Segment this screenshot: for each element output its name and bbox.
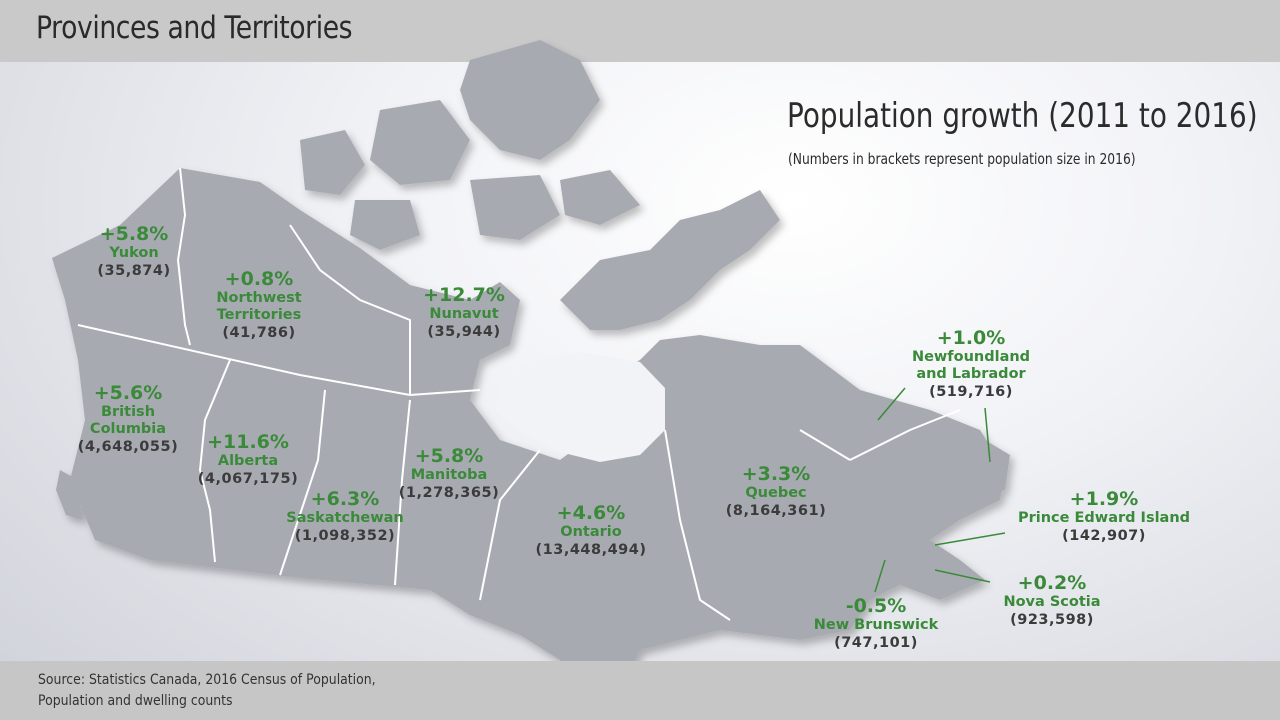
leader-pei: [934, 532, 1006, 546]
quebec-population: (8,164,361): [725, 503, 827, 519]
border-labrador-coast: [799, 429, 851, 461]
ontario-growth: +4.6%: [556, 502, 626, 524]
border-bc-alberta: [198, 359, 231, 563]
ns-population: (923,598): [1010, 612, 1094, 628]
ns-name: Nova Scotia: [1003, 594, 1101, 610]
footer-bar: Source: Statistics Canada, 2016 Census o…: [0, 661, 1280, 720]
mainland-shape: [52, 168, 1005, 700]
label-ontario[interactable]: +4.6% Ontario (13,448,494): [536, 502, 647, 560]
ontario-name: Ontario: [560, 524, 622, 540]
sask-growth: +6.3%: [310, 488, 380, 510]
page-title: Provinces and Territories: [36, 10, 353, 46]
label-prince-edward-island[interactable]: +1.9% Prince Edward Island (142,907): [1018, 488, 1190, 546]
ellesmere-island: [460, 40, 600, 160]
manitoba-name: Manitoba: [410, 467, 488, 483]
ontario-population: (13,448,494): [535, 542, 647, 558]
border-ontario-quebec: [664, 429, 731, 621]
quebec-growth: +3.3%: [741, 463, 811, 485]
nunavut-name: Nunavut: [429, 306, 499, 322]
nb-name: New Brunswick: [813, 617, 939, 633]
leader-nl-labrador: [877, 387, 906, 421]
alberta-name: Alberta: [217, 453, 279, 469]
landmass: [52, 40, 1010, 700]
leader-nb: [874, 559, 886, 593]
nunavut-growth: +12.7%: [423, 284, 505, 306]
alberta-growth: +11.6%: [207, 431, 289, 453]
label-new-brunswick[interactable]: -0.5% New Brunswick (747,101): [814, 595, 939, 653]
source-line-2: Population and dwelling counts: [38, 693, 233, 709]
pei-population: (142,907): [1062, 528, 1146, 544]
border-yukon-nwt: [176, 167, 191, 346]
bc-name-line2: Columbia: [89, 421, 167, 437]
label-saskatchewan[interactable]: +6.3% Saskatchewan (1,098,352): [286, 488, 403, 546]
leader-ns: [934, 569, 991, 583]
growth-title: Population growth (2011 to 2016): [787, 96, 1258, 136]
label-newfoundland-labrador[interactable]: +1.0% Newfoundland and Labrador (519,716…: [912, 327, 1030, 402]
header-bar: Provinces and Territories: [0, 0, 1280, 62]
arctic-island-5: [560, 170, 640, 225]
border-manitoba-ontario: [479, 449, 541, 601]
sask-name: Saskatchewan: [286, 510, 404, 526]
vancouver-island: [56, 470, 82, 520]
hudson-bay: [495, 352, 665, 462]
nunavut-population: (35,944): [427, 324, 501, 340]
nl-name-line1: Newfoundland: [911, 349, 1031, 365]
bc-name-line1: British: [100, 404, 156, 420]
arctic-island-2: [300, 130, 365, 195]
label-nova-scotia[interactable]: +0.2% Nova Scotia (923,598): [1003, 572, 1100, 630]
border-nwt-nunavut: [289, 224, 411, 395]
growth-subtitle: (Numbers in brackets represent populatio…: [788, 150, 1136, 168]
yukon-population: (35,874): [97, 263, 171, 279]
nl-growth: +1.0%: [936, 327, 1006, 349]
label-alberta[interactable]: +11.6% Alberta (4,067,175): [198, 431, 298, 489]
nwt-growth: +0.8%: [224, 268, 294, 290]
label-nunavut[interactable]: +12.7% Nunavut (35,944): [423, 284, 505, 342]
arctic-island-4: [350, 200, 420, 250]
bc-growth: +5.6%: [93, 382, 163, 404]
bc-population: (4,648,055): [77, 439, 179, 455]
source-line-1: Source: Statistics Canada, 2016 Census o…: [38, 672, 376, 688]
provincial-borders: [77, 167, 961, 621]
sask-population: (1,098,352): [294, 528, 396, 544]
border-60th-parallel: [77, 324, 481, 397]
label-yukon[interactable]: +5.8% Yukon (35,874): [97, 223, 170, 281]
label-quebec[interactable]: +3.3% Quebec (8,164,361): [726, 463, 826, 521]
arctic-island-3: [470, 175, 560, 240]
border-quebec-labrador: [849, 409, 961, 461]
manitoba-population: (1,278,365): [398, 485, 500, 501]
label-manitoba[interactable]: +5.8% Manitoba (1,278,365): [399, 445, 499, 503]
quebec-name: Quebec: [745, 485, 807, 501]
nwt-population: (41,786): [222, 325, 296, 341]
alberta-population: (4,067,175): [197, 471, 299, 487]
leader-nl-island: [984, 407, 991, 463]
nb-growth: -0.5%: [845, 595, 907, 617]
nwt-name-line2: Territories: [216, 307, 302, 323]
leader-lines: [874, 387, 1006, 593]
nl-name-line2: and Labrador: [916, 366, 1026, 382]
nwt-name-line1: Northwest: [216, 290, 302, 306]
yukon-name: Yukon: [109, 245, 159, 261]
border-alberta-sask: [279, 389, 326, 576]
border-sask-manitoba: [394, 399, 411, 586]
newfoundland-island: [955, 440, 1010, 500]
manitoba-growth: +5.8%: [414, 445, 484, 467]
ns-growth: +0.2%: [1017, 572, 1087, 594]
nb-population: (747,101): [834, 635, 918, 651]
nl-population: (519,716): [929, 384, 1013, 400]
baffin-island: [560, 190, 780, 330]
label-british-columbia[interactable]: +5.6% British Columbia (4,648,055): [78, 382, 178, 457]
arctic-island-1: [370, 100, 470, 185]
label-northwest-territories[interactable]: +0.8% Northwest Territories (41,786): [216, 268, 301, 343]
yukon-growth: +5.8%: [99, 223, 169, 245]
pei-name: Prince Edward Island: [1017, 510, 1191, 526]
pei-growth: +1.9%: [1069, 488, 1139, 510]
